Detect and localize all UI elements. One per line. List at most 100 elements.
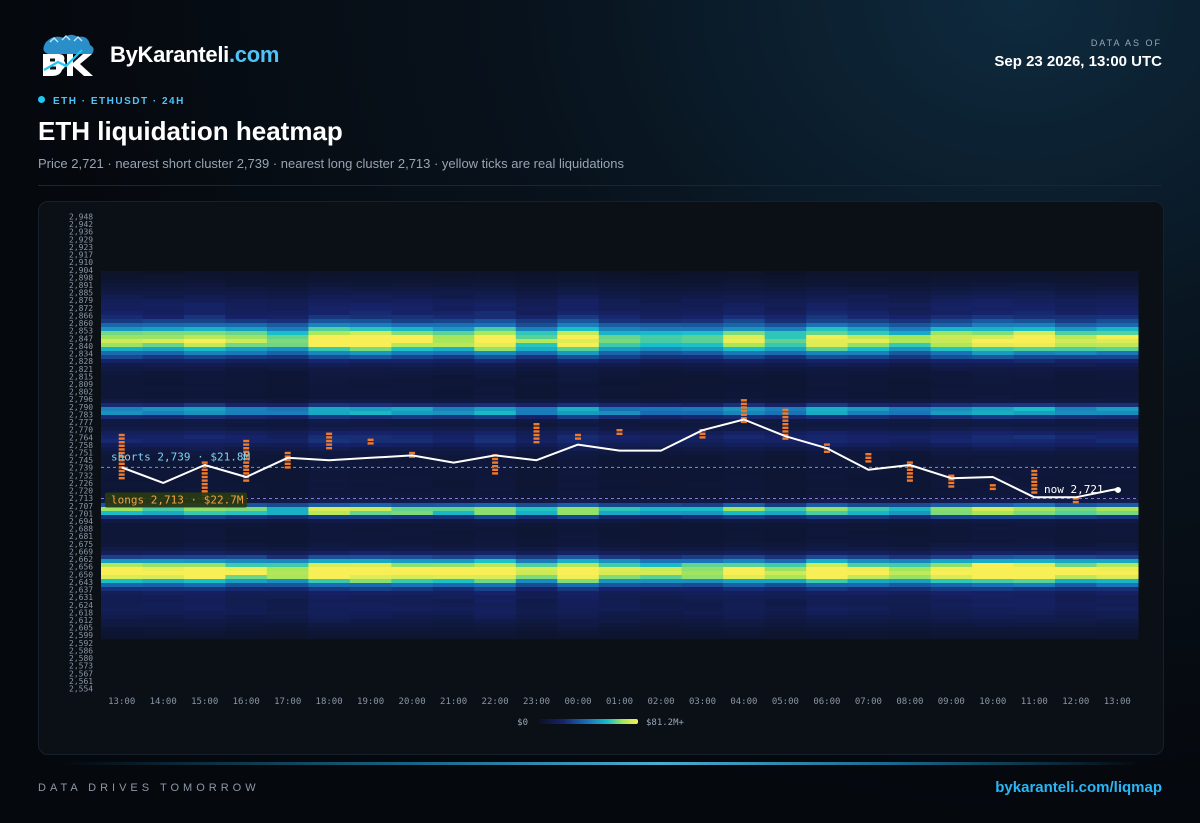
heatmap-cell [308,607,351,612]
heatmap-cell [847,311,890,316]
heatmap-cell [349,415,392,420]
heatmap-cell [308,307,351,312]
heatmap-cell [640,463,683,468]
heatmap-cell [557,591,600,596]
heatmap-cell [184,543,226,548]
heatmap-cell [723,623,766,628]
heatmap-cell [1013,303,1056,308]
heatmap-cell [557,279,600,284]
heatmap-cell [723,591,766,596]
heatmap-cell [930,599,973,604]
heatmap-cell [432,451,475,456]
heatmap-cell [972,459,1015,464]
heatmap-cell [640,331,683,336]
heatmap-cell [349,407,392,412]
heatmap-cell [598,419,641,424]
heatmap-cell [889,335,932,340]
colorbar-max-label: $81.2M+ [646,718,685,728]
liquidation-tick [201,472,208,475]
heatmap-cell [598,519,641,524]
heatmap-cell [308,495,351,500]
heatmap-cell [681,467,724,472]
heatmap-cell [266,367,309,372]
heatmap-cell [1055,547,1097,552]
y-tick-label: 2,618 [69,608,93,617]
heatmap-cell [474,527,517,532]
heatmap-cell [101,559,143,564]
heatmap-cell [806,275,849,280]
heatmap-cell [142,383,185,388]
heatmap-cell [972,431,1015,436]
footer-url-link[interactable]: bykaranteli.com/liqmap [995,779,1162,796]
heatmap-cell [101,347,143,352]
heatmap-cell [806,535,849,540]
heatmap-cell [930,499,973,504]
liquidation-tick [740,409,747,413]
heatmap-cell [1096,431,1139,436]
heatmap-cell [681,499,724,504]
heatmap-cell [889,611,932,616]
heatmap-cell [972,347,1015,352]
heatmap-cell [1055,627,1097,632]
heatmap-cell [723,411,766,416]
heatmap-cell [764,315,807,320]
heatmap-cell [432,327,475,332]
liquidation-tick [989,484,996,487]
heatmap-cell [142,403,185,408]
heatmap-cell [474,323,517,328]
heatmap-cell [1096,323,1139,328]
heatmap-cell [764,475,807,480]
heatmap-cell [474,319,517,324]
heatmap-cell [142,375,185,380]
heatmap-cell [557,331,600,336]
liquidation-tick [989,487,996,491]
heatmap-cell [557,399,600,404]
liquidation-tick [533,423,540,426]
heatmap-cell [474,291,517,296]
heatmap-cell [723,355,766,360]
heatmap-cell [391,391,434,396]
heatmap-cell [225,383,268,388]
heatmap-cell [847,443,890,448]
heatmap-cell [101,635,143,640]
liquidation-tick [699,432,706,435]
heatmap-cell [1013,379,1056,384]
heatmap-cell [391,487,434,492]
x-tick-label: 13:00 [108,697,135,707]
heatmap-cell [806,327,849,332]
heatmap-cell [184,527,226,532]
heatmap-cell [101,487,143,492]
y-tick-label: 2,898 [69,273,93,282]
heatmap-cell [391,387,434,392]
y-tick-label: 2,745 [69,456,93,465]
heatmap-cell [889,371,932,376]
heatmap-cell [972,395,1015,400]
heatmap-cell [764,307,807,312]
heatmap-cell [308,623,351,628]
heatmap-cell [930,447,973,452]
heatmap-cell [847,283,890,288]
heatmap-cell [557,423,600,428]
liquidation-tick [906,479,913,482]
heatmap-cell [266,419,309,424]
y-tick-label: 2,885 [69,289,93,298]
heatmap-cell [972,455,1015,460]
heatmap-cell [225,387,268,392]
heatmap-cell [142,515,185,520]
liquidation-tick [782,419,789,422]
heatmap-cell [474,403,517,408]
heatmap-cell [349,303,392,308]
heatmap-cell [930,551,973,556]
heatmap-cell [1055,291,1097,296]
heatmap-cell [806,579,849,584]
heatmap-cell [474,623,517,628]
heatmap-cell [349,467,392,472]
heatmap-cell [349,375,392,380]
heatmap-cell [1096,543,1139,548]
heatmap-cell [391,415,434,420]
heatmap-cell [1013,419,1056,424]
heatmap-cell [308,603,351,608]
heatmap-cell [225,319,268,324]
heatmap-cell [723,403,766,408]
heatmap-cell [598,339,641,344]
